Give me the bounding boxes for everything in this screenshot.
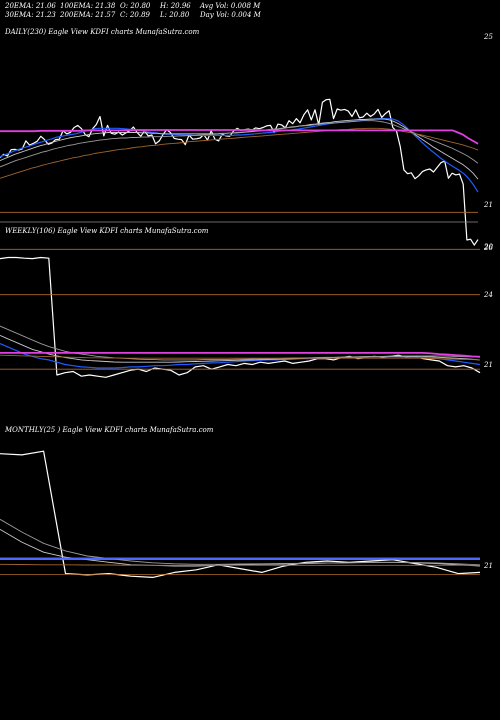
ema20-readout: 20EMA: 21.06	[5, 2, 56, 10]
weekly-ema-magenta-line	[0, 351, 481, 358]
weekly-panel-title: WEEKLY(106) Eagle View KDFI charts Munaf…	[5, 227, 209, 235]
low-readout: L: 20.80	[160, 11, 190, 19]
daily-tick-25: 25	[484, 33, 493, 41]
daily-ema-gray-a-line	[0, 118, 479, 180]
ema200-readout: 200EMA: 21.57	[60, 11, 116, 19]
close-readout: C: 20.89	[120, 11, 150, 19]
weekly-tick-24: 24	[484, 290, 493, 299]
daily-ema-brown-line	[0, 127, 479, 179]
ema30-readout: 30EMA: 21.23	[5, 11, 56, 19]
daily-panel-title: DAILY(230) Eagle View KDFI charts Munafa…	[5, 28, 200, 36]
ema100-readout: 100EMA: 21.38	[60, 2, 116, 10]
weekly-plot	[0, 248, 481, 378]
weekly-ema-brown-line	[0, 354, 481, 361]
weekly-tick-21: 21	[484, 360, 493, 369]
daily-plot	[0, 98, 479, 246]
monthly-ema-brown-line	[0, 563, 480, 566]
avg-vol-readout: Avg Vol: 0.008 M	[200, 2, 261, 10]
weekly-price-line	[0, 256, 481, 378]
daily-price-line	[0, 98, 479, 246]
daily-ema-gray-b-line	[0, 120, 479, 168]
weekly-ema-gray-b-line	[0, 325, 481, 361]
monthly-plot	[0, 450, 481, 579]
daily-tick-21: 21	[484, 201, 493, 209]
monthly-panel-title: MONTHLY(25 ) Eagle View KDFI charts Muna…	[5, 426, 214, 434]
monthly-ema-gray-b-line	[0, 518, 481, 566]
monthly-tick-21: 21	[484, 562, 493, 571]
monthly-ema-gray-a-line	[0, 529, 481, 567]
day-vol-readout: Day Vol: 0.004 M	[200, 11, 261, 19]
weekly-tick-26: 26	[484, 244, 493, 253]
high-readout: H: 20.96	[160, 2, 191, 10]
daily-ema-magenta-line	[0, 129, 479, 145]
daily-tick-20: 20	[484, 243, 493, 251]
daily-ema20-line	[0, 117, 479, 193]
open-readout: O: 20.80	[120, 2, 151, 10]
